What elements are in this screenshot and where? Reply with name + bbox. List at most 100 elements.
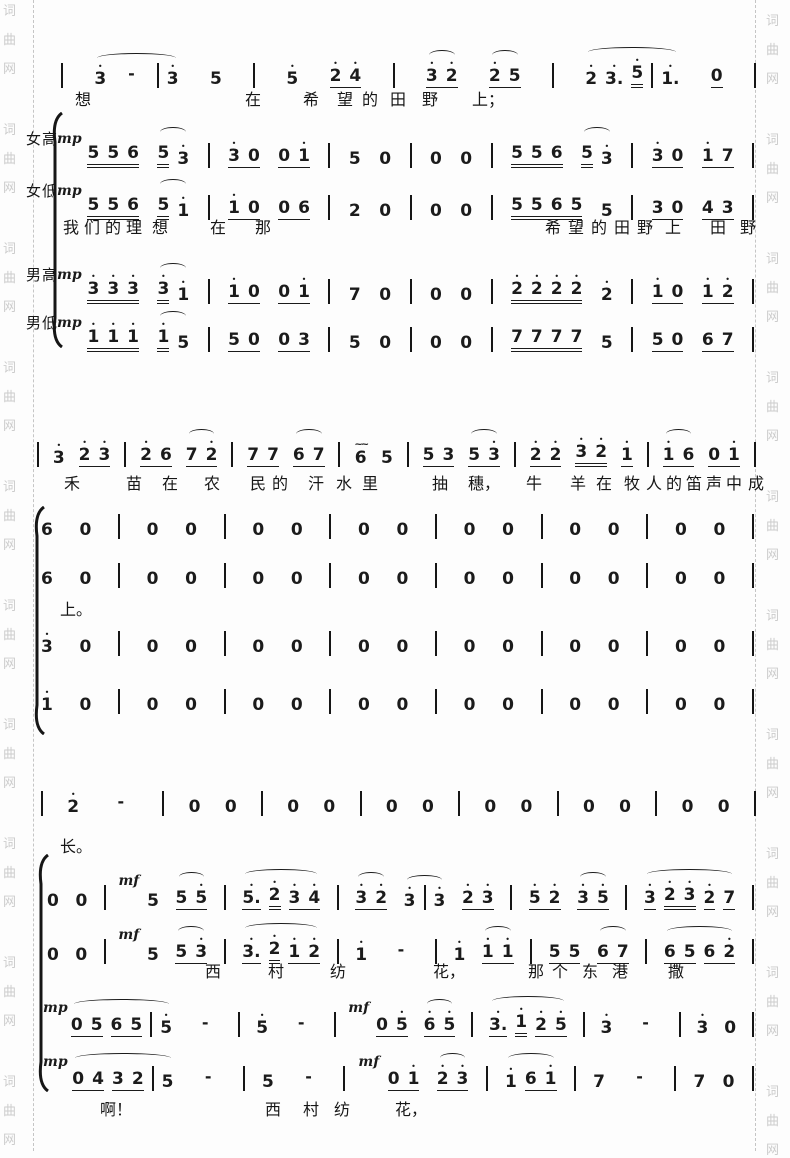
barline [434, 631, 437, 656]
note-number: 5 [147, 945, 159, 965]
note-number: 5 [130, 1015, 143, 1035]
note-number: 0 [460, 333, 473, 353]
octave-dot: • [492, 59, 498, 68]
octave-dot: • [534, 272, 540, 281]
barline [207, 279, 210, 304]
note-number: 0 [357, 520, 370, 540]
note-number: 5 [508, 66, 521, 86]
watermark-character: 词 [766, 609, 780, 624]
beam-group: 6 5 [110, 1008, 143, 1037]
barline [223, 631, 226, 656]
note: 0 [185, 562, 197, 588]
note: 0 [147, 513, 159, 539]
octave-dot: • [611, 62, 617, 71]
slur-group: 6 7 [597, 925, 629, 964]
slur-group: 0 4 3 2 5 [72, 1052, 174, 1091]
barline [752, 279, 754, 304]
note-number: 1 [662, 445, 675, 465]
note-number: 2 [268, 939, 281, 959]
lyric-syllable: 成 [748, 474, 765, 493]
octave-dot: • [231, 139, 237, 148]
note-number: 5 [530, 195, 543, 215]
note: • 5 [256, 1011, 268, 1037]
barline [423, 885, 426, 910]
note-number: 5 [87, 143, 100, 163]
note: • 1 [702, 275, 714, 301]
octave-dot: • [143, 438, 149, 447]
note-number: 6 [127, 195, 139, 215]
note: 5 [157, 136, 170, 168]
octave-dot: • [667, 878, 673, 887]
lyric-syllable: 野 [637, 218, 654, 237]
note-number: 5 [651, 330, 664, 350]
voice-part-label: 女高 [26, 130, 59, 148]
note-number: 3 [488, 445, 500, 465]
note: • 1 [228, 191, 240, 217]
note: 5 [511, 188, 523, 214]
note-number: 0 [252, 520, 265, 540]
note: 6 [704, 935, 716, 961]
note: • 3 [488, 438, 500, 464]
note: 0 [278, 139, 290, 165]
note-number: 3 [288, 888, 301, 908]
barline [406, 442, 409, 467]
note: • 5 [396, 1008, 408, 1034]
note-number: 0 [385, 797, 398, 817]
note-number: 0 [79, 695, 92, 715]
note-number: 6 [682, 445, 695, 465]
note-number: 5 [511, 143, 523, 163]
note-number: 0 [185, 569, 197, 589]
note: • 3 [107, 272, 119, 298]
note: 5 [262, 1065, 274, 1091]
note: • 2 [140, 438, 152, 464]
octave-dot: • [508, 1065, 514, 1074]
note-number: 5 [600, 201, 613, 221]
slur-group: • 3. • 2 • 1 • 2 [242, 922, 321, 964]
note-number: 2 [595, 442, 608, 462]
note: 5 [107, 188, 119, 214]
note-number: 5 [348, 333, 361, 353]
note: 7 [551, 320, 563, 346]
music-line-s1-soprano: mp 5 5 6 5 • 3 • 3 0 0 • 1 5 0 0 0 5 5 6 5 • 3 • 3… [57, 126, 755, 169]
barline [678, 1012, 681, 1037]
barline [223, 939, 226, 964]
watermark-character: 曲 [766, 281, 780, 296]
note: • 1 [177, 194, 189, 220]
dynamic-marking: mf [118, 873, 139, 910]
note-number: 2 [329, 66, 342, 86]
octave-dot: • [97, 62, 103, 71]
lyric-syllable: 村 [303, 1100, 320, 1119]
note: 5 [147, 938, 159, 964]
barline [751, 631, 754, 656]
note-number: 2 [67, 797, 80, 817]
octave-dot: • [249, 881, 254, 890]
note: 5 [228, 323, 240, 349]
note-number: 6 [423, 1015, 436, 1035]
note-number: 5 [348, 149, 361, 169]
lyric-line-ly-s2-lead: 禾苗在农民的汗水里抽穗，牛羊在牧人的笛声中成 [0, 470, 790, 494]
octave-dot: • [70, 790, 76, 799]
note-number: 1 [701, 282, 714, 302]
note: • 2 [206, 438, 218, 464]
octave-dot: • [558, 1008, 564, 1017]
note-number: 6 [701, 330, 714, 350]
dashed-margin-line [755, 0, 756, 1151]
note: • 2 [664, 878, 676, 904]
note: 7 [313, 438, 325, 464]
beam-group: 6 • 2 [703, 935, 736, 964]
barline [646, 689, 649, 714]
note: • 3 [167, 62, 179, 88]
barline [118, 689, 120, 714]
watermark-character: 曲 [766, 757, 780, 772]
watermark-character: 网 [3, 657, 17, 672]
octave-dot: • [655, 139, 660, 148]
note: • 1 [157, 320, 170, 352]
note-number: 7 [511, 327, 523, 347]
note-number: 3 [456, 1069, 469, 1089]
watermark-character: 网 [3, 1014, 17, 1029]
note: • 5 [160, 1011, 172, 1037]
note: • 1 [355, 938, 367, 964]
watermark-character: 网 [766, 191, 780, 206]
note-number: 3 [298, 330, 310, 350]
note-number: 2 [78, 445, 91, 465]
